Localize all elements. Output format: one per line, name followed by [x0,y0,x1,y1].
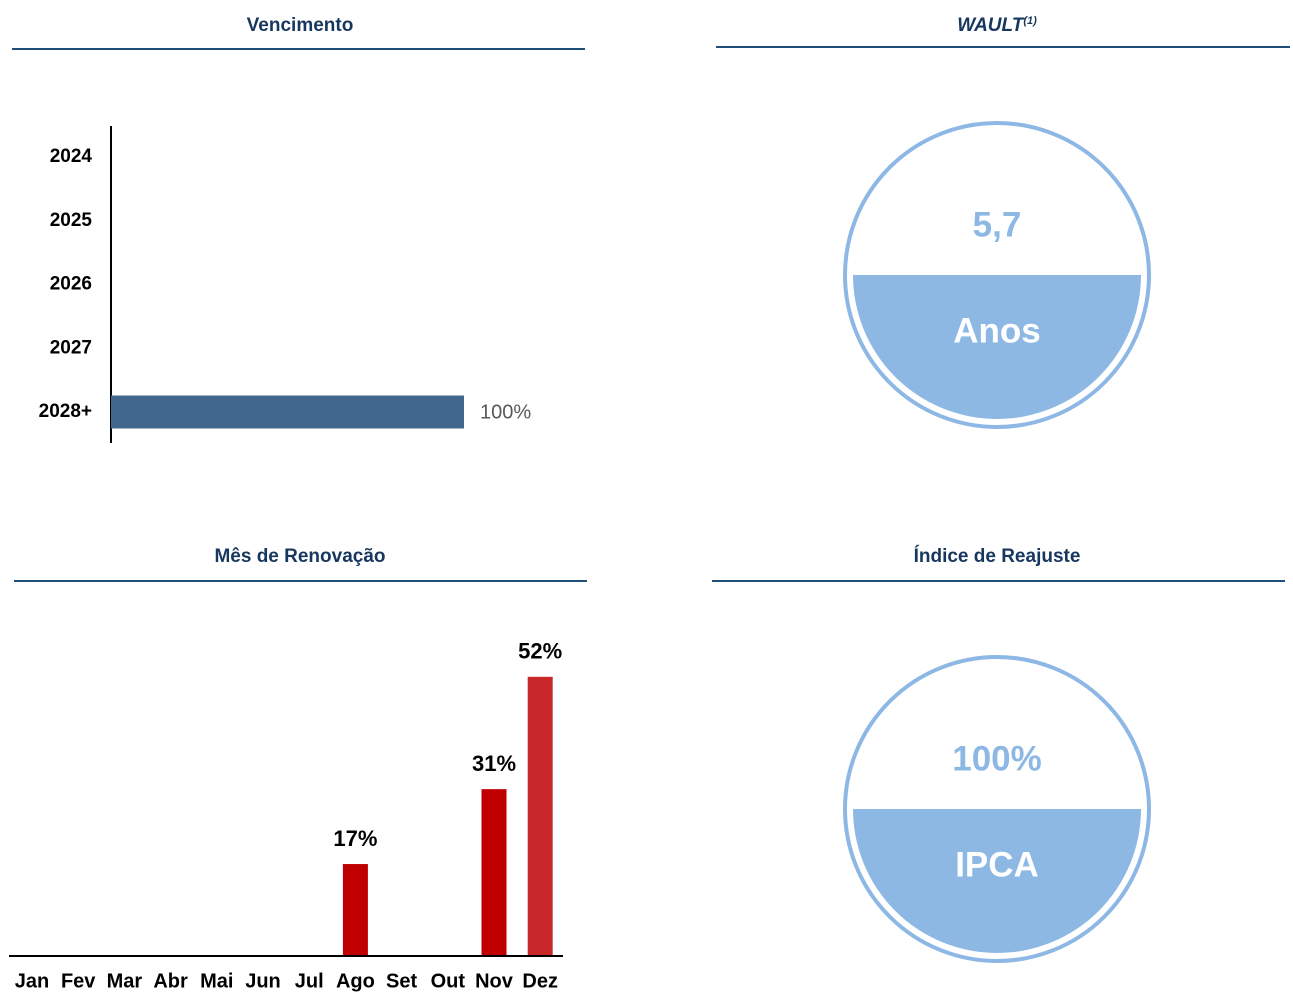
y-tick-label: 2026 [50,274,92,295]
x-tick-label: Jun [245,970,281,992]
x-tick-label: Out [431,970,466,992]
y-tick-label: 2024 [50,146,93,167]
x-tick-label: Mai [200,970,233,992]
gauge-fill [853,275,1141,419]
chart-title: Vencimento [247,15,354,36]
y-tick-label: 2027 [50,337,92,358]
value-label: 52% [518,639,562,664]
gauge-value: 100% [952,739,1042,778]
value-label: 17% [333,826,377,851]
x-tick-label: Jan [15,970,49,992]
bar [481,789,507,955]
value-label: 31% [472,751,516,776]
gauge-ring [843,655,1151,963]
x-tick-label: Dez [522,970,558,992]
chart-title: Mês de Renovação [214,546,385,567]
y-tick-label: 2025 [50,210,93,231]
x-tick-label: Abr [153,970,188,992]
x-tick-label: Set [386,970,417,992]
x-tick-label: Mar [107,970,143,992]
gauge-title-note: (1) [1023,15,1037,27]
bar [527,676,553,955]
gauge-title: Índice de Reajuste [914,545,1081,567]
x-tick-label: Ago [336,970,375,992]
gauge-unit: Anos [953,311,1041,350]
y-tick-label: 2028+ [39,401,92,422]
bar [342,864,368,955]
gauge-title: WAULT(1) [957,15,1037,36]
gauge: 100% IPCA [843,655,1151,963]
gauge-value: 5,7 [973,205,1022,244]
gauge-title-text: WAULT [957,15,1025,36]
gauge-ring [843,121,1151,429]
gauge: 5,7 Anos [843,121,1151,429]
value-label: 100% [480,401,531,423]
gauge-fill [853,809,1141,953]
bar [111,395,464,429]
x-tick-label: Fev [61,970,96,992]
x-tick-label: Nov [475,970,514,992]
gauge-unit: IPCA [955,845,1039,884]
x-tick-label: Jul [295,970,324,992]
